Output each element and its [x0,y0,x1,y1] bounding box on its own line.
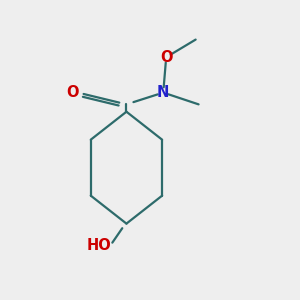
Text: N: N [157,85,170,100]
Text: HO: HO [87,238,112,253]
Text: O: O [66,85,79,100]
Text: O: O [160,50,172,65]
Text: methyl: methyl [199,33,229,42]
